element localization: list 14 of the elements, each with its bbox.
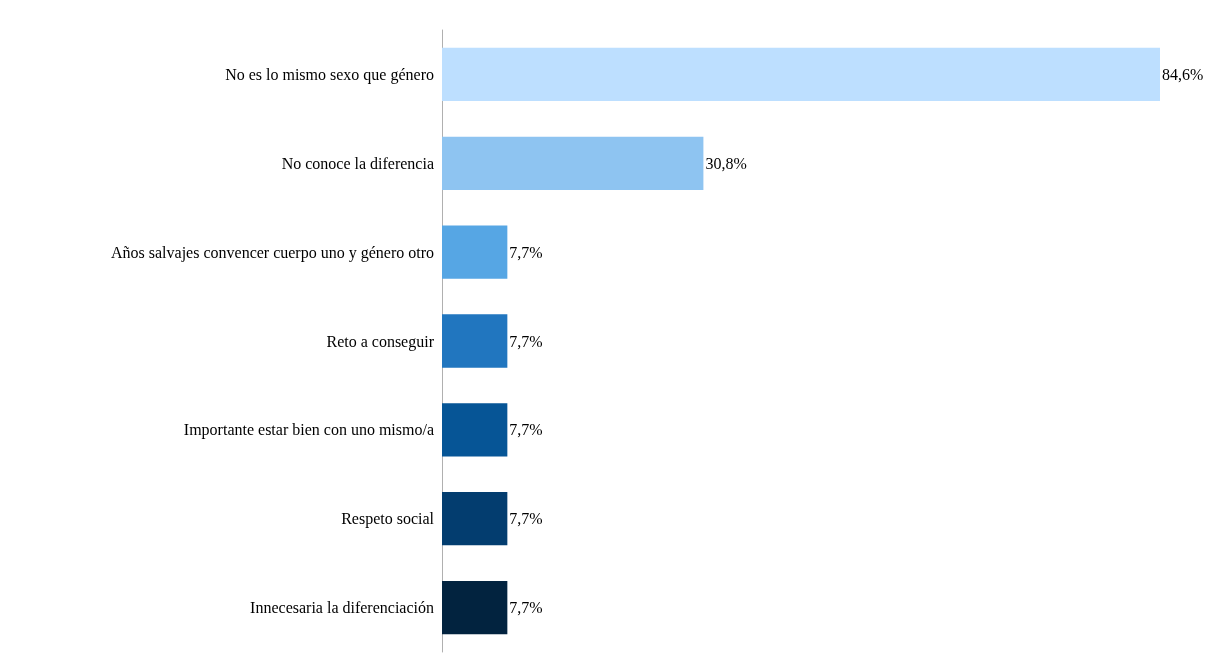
y-tick-label: Respeto social xyxy=(341,510,435,529)
y-tick-label: Importante estar bien con uno mismo/a xyxy=(183,421,434,440)
data-label: 7,7% xyxy=(509,510,543,528)
data-label: 7,7% xyxy=(509,599,543,617)
data-label: 7,7% xyxy=(509,332,543,350)
y-tick-label: Años salvajes convencer cuerpo uno y género otro xyxy=(111,243,434,262)
y-tick-label: Innecesaria la diferenciación xyxy=(250,599,434,617)
data-label: 7,7% xyxy=(509,421,543,439)
y-tick-label: No es lo mismo sexo que género xyxy=(225,65,434,84)
data-label: 7,7% xyxy=(509,243,543,261)
data-label: 30,8% xyxy=(705,154,747,172)
y-tick-label: No conoce la diferencia xyxy=(281,154,434,172)
y-tick-label: Reto a conseguir xyxy=(326,332,435,351)
data-label: 84,6% xyxy=(1162,65,1204,83)
